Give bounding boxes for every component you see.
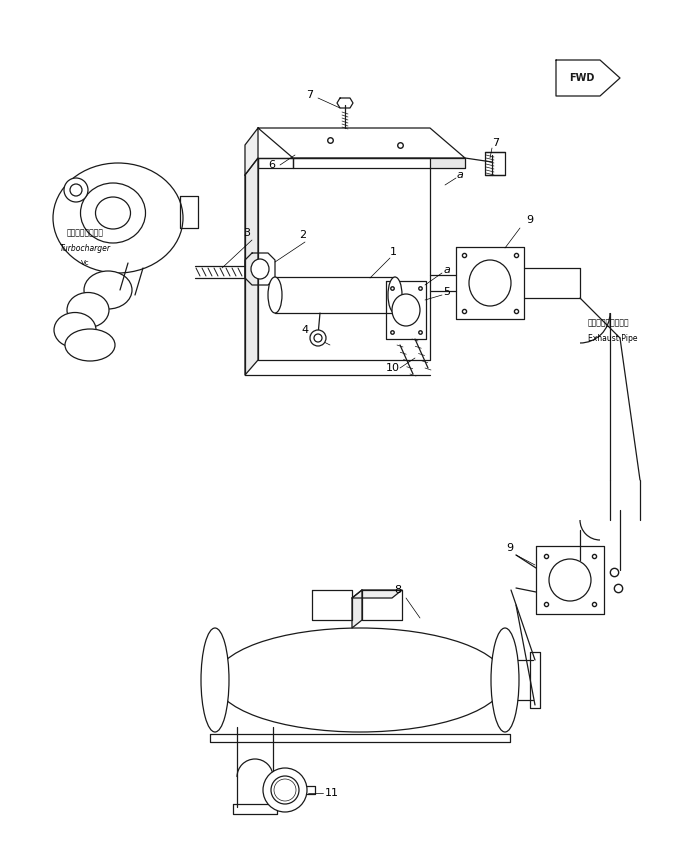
Polygon shape bbox=[352, 590, 362, 628]
Text: a: a bbox=[457, 170, 464, 180]
Polygon shape bbox=[180, 196, 198, 228]
Polygon shape bbox=[556, 60, 620, 96]
Text: Turbocharger: Turbocharger bbox=[60, 243, 110, 253]
Polygon shape bbox=[456, 247, 524, 319]
Polygon shape bbox=[386, 281, 426, 339]
Ellipse shape bbox=[215, 628, 505, 732]
Text: 1: 1 bbox=[389, 247, 396, 257]
Text: FWD: FWD bbox=[569, 73, 595, 83]
Polygon shape bbox=[337, 98, 353, 108]
Text: 6: 6 bbox=[269, 160, 276, 170]
Circle shape bbox=[64, 178, 88, 202]
Polygon shape bbox=[245, 158, 258, 375]
Polygon shape bbox=[293, 158, 465, 168]
Polygon shape bbox=[536, 546, 604, 614]
Circle shape bbox=[263, 768, 307, 812]
Ellipse shape bbox=[53, 163, 183, 273]
Ellipse shape bbox=[201, 628, 229, 732]
Ellipse shape bbox=[268, 277, 282, 313]
Ellipse shape bbox=[392, 294, 420, 326]
Text: ターボチャージャ: ターボチャージャ bbox=[67, 228, 103, 237]
Text: 9: 9 bbox=[527, 215, 534, 225]
Ellipse shape bbox=[491, 628, 519, 732]
Text: 4: 4 bbox=[301, 325, 309, 335]
Polygon shape bbox=[305, 786, 315, 794]
Text: 11: 11 bbox=[325, 788, 339, 798]
Ellipse shape bbox=[469, 260, 511, 306]
Polygon shape bbox=[245, 253, 275, 285]
Text: 7: 7 bbox=[307, 90, 314, 100]
Polygon shape bbox=[312, 590, 352, 620]
Text: Exhaust Pipe: Exhaust Pipe bbox=[588, 333, 638, 343]
Text: 10: 10 bbox=[386, 363, 400, 373]
Text: a: a bbox=[443, 265, 450, 275]
Text: 5: 5 bbox=[443, 287, 450, 297]
Ellipse shape bbox=[65, 329, 115, 361]
Polygon shape bbox=[210, 734, 510, 742]
Text: 8: 8 bbox=[394, 585, 402, 595]
Polygon shape bbox=[530, 652, 540, 708]
Polygon shape bbox=[258, 158, 430, 360]
Circle shape bbox=[310, 330, 326, 346]
Polygon shape bbox=[233, 804, 277, 814]
Ellipse shape bbox=[67, 292, 109, 328]
Polygon shape bbox=[362, 590, 402, 620]
Ellipse shape bbox=[54, 312, 96, 348]
Ellipse shape bbox=[84, 271, 132, 309]
Polygon shape bbox=[352, 590, 402, 598]
Polygon shape bbox=[258, 158, 293, 168]
Text: 3: 3 bbox=[244, 228, 251, 238]
Polygon shape bbox=[275, 277, 395, 313]
Ellipse shape bbox=[549, 559, 591, 601]
Text: エキゾーストパイプ: エキゾーストパイプ bbox=[588, 318, 629, 328]
Text: 2: 2 bbox=[299, 230, 307, 240]
Text: 7: 7 bbox=[493, 138, 500, 148]
Ellipse shape bbox=[388, 277, 402, 313]
Ellipse shape bbox=[251, 259, 269, 279]
Text: 9: 9 bbox=[507, 543, 514, 553]
Polygon shape bbox=[485, 152, 505, 175]
Polygon shape bbox=[245, 128, 258, 175]
Polygon shape bbox=[258, 128, 465, 158]
Text: Vc: Vc bbox=[81, 260, 90, 266]
